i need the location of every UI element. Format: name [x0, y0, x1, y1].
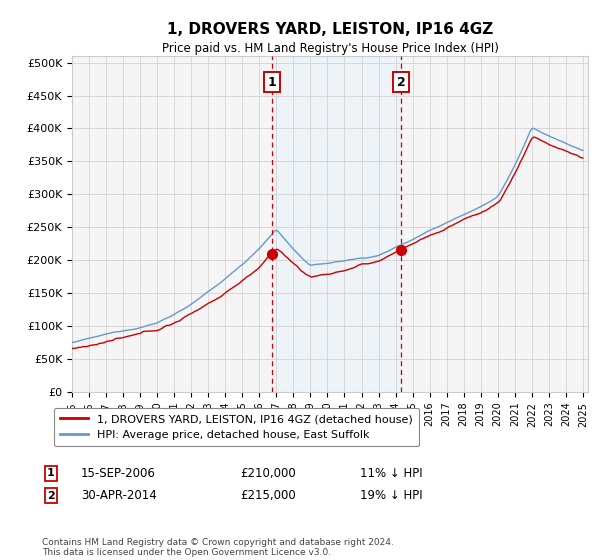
- Bar: [272, 56, 401, 392]
- Legend: 1, DROVERS YARD, LEISTON, IP16 4GZ (detached house), HPI: Average price, detache: 1, DROVERS YARD, LEISTON, IP16 4GZ (deta…: [53, 408, 419, 446]
- Text: £210,000: £210,000: [240, 466, 296, 480]
- Text: 1: 1: [47, 468, 55, 478]
- Text: £215,000: £215,000: [240, 489, 296, 502]
- Text: Price paid vs. HM Land Registry's House Price Index (HPI): Price paid vs. HM Land Registry's House …: [161, 42, 499, 55]
- Text: Contains HM Land Registry data © Crown copyright and database right 2024.
This d: Contains HM Land Registry data © Crown c…: [42, 538, 394, 557]
- Text: 2: 2: [47, 491, 55, 501]
- Text: 11% ↓ HPI: 11% ↓ HPI: [360, 466, 422, 480]
- Text: 2: 2: [397, 76, 406, 89]
- Text: 30-APR-2014: 30-APR-2014: [81, 489, 157, 502]
- Text: 19% ↓ HPI: 19% ↓ HPI: [360, 489, 422, 502]
- Text: 1, DROVERS YARD, LEISTON, IP16 4GZ: 1, DROVERS YARD, LEISTON, IP16 4GZ: [167, 22, 493, 38]
- Text: 15-SEP-2006: 15-SEP-2006: [81, 466, 156, 480]
- Text: 1: 1: [268, 76, 277, 89]
